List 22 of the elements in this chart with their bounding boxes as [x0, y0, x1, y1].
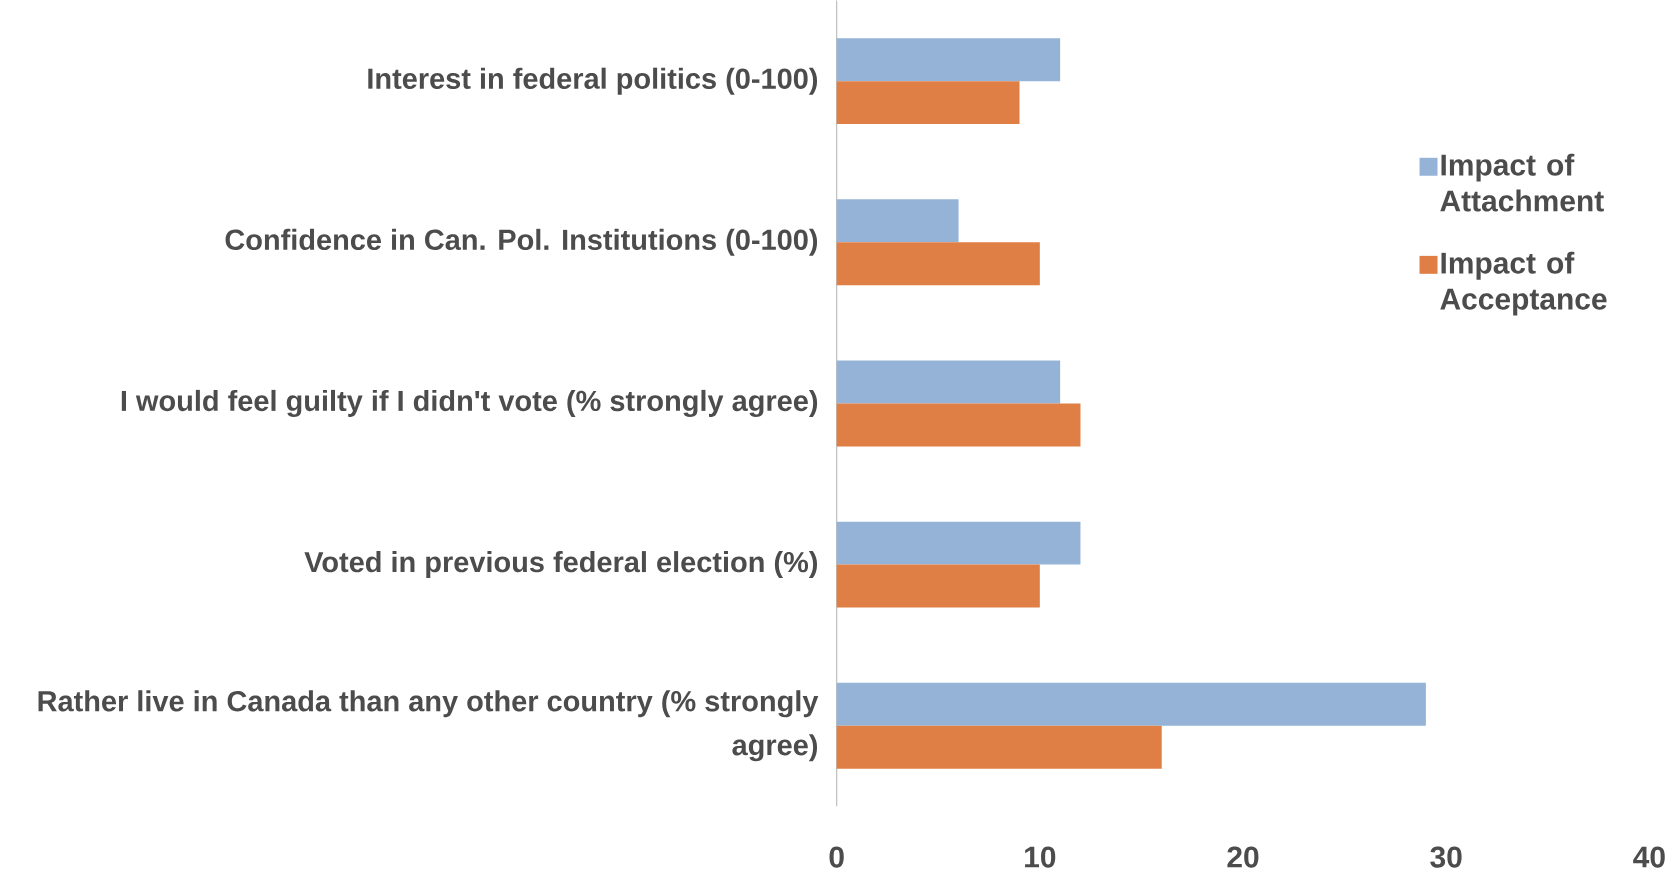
bar: [836, 81, 1020, 125]
bar: [836, 403, 1081, 447]
bar: [836, 725, 1162, 769]
x-tick-label: 20: [1227, 846, 1259, 868]
bar: [836, 360, 1061, 404]
bar: [836, 242, 1040, 286]
y-tick-label: Interest in federal politics (0-100): [368, 67, 818, 95]
legend-label: Impact of Acceptance: [1440, 251, 1607, 316]
y-tick-label: Voted in previous federal election (%): [304, 551, 818, 579]
bar: [836, 564, 1040, 608]
bar: [836, 199, 959, 243]
bar: [836, 38, 1061, 82]
x-tick-label: 0: [829, 846, 844, 868]
bar: [836, 682, 1426, 726]
y-tick-label: Confidence in Can. Pol. Institutions (0-100): [225, 228, 818, 256]
legend-label: Impact of Attachment: [1440, 153, 1604, 212]
x-tick-label: 10: [1025, 846, 1056, 868]
x-tick-label: 30: [1430, 846, 1462, 868]
bar: [836, 521, 1081, 565]
y-tick-label: Rather live in Canada than any other country (% strongly agree): [38, 690, 819, 762]
y-tick-label: I would feel guilty if I didn't vote (% strongly agree): [121, 390, 818, 418]
x-tick-label: 40: [1633, 846, 1665, 868]
